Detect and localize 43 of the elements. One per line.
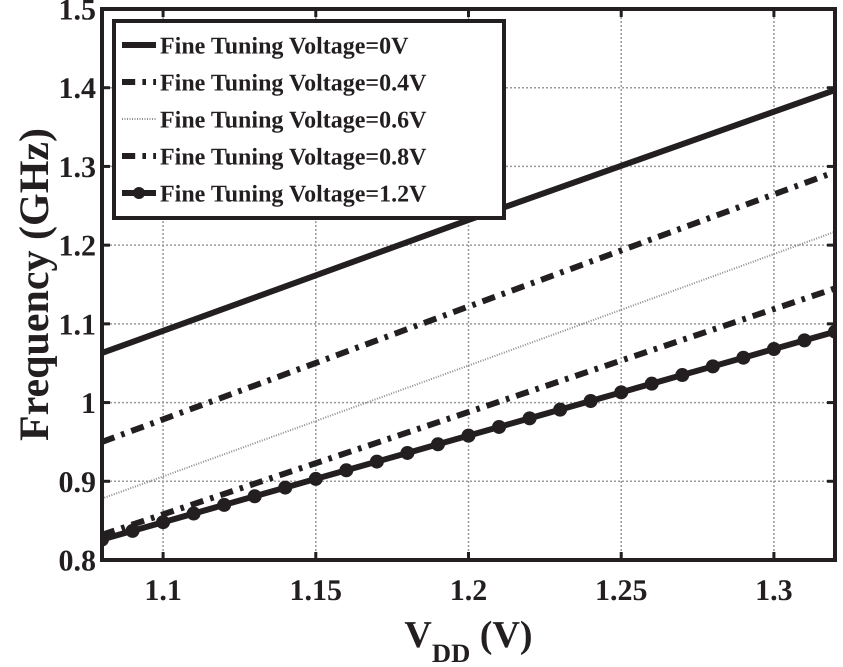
y-tick-label: 1.3: [58, 150, 96, 184]
x-tick-label: 1.25: [594, 574, 648, 607]
point: [614, 385, 628, 400]
legend-label: Fine Tuning Voltage=0.4V: [160, 70, 428, 96]
y-tick-label: 1: [81, 387, 96, 420]
y-axis-title: Frequency (GHz): [12, 128, 58, 441]
x-tick-label: 1.1: [144, 574, 182, 607]
point: [308, 472, 323, 486]
point: [339, 463, 354, 478]
x-tick-label: 1.3: [755, 574, 793, 607]
point: [492, 420, 506, 434]
y-tick-label: 1.4: [58, 72, 96, 106]
x-tick-label: 1.2: [450, 574, 488, 607]
point: [766, 342, 781, 356]
x-axis-title: V$_{DD}$ (V): [404, 614, 533, 667]
point: [736, 350, 750, 365]
point: [278, 480, 292, 495]
point: [430, 437, 445, 452]
legend-label: Fine Tuning Voltage=1.2V: [160, 181, 428, 208]
y-tick-label: 1.2: [58, 230, 96, 263]
point: [462, 428, 476, 443]
point: [706, 359, 720, 374]
point: [217, 498, 232, 512]
y-tick-label: 1.5: [58, 0, 96, 26]
point: [186, 506, 201, 521]
legend-label: Fine Tuning Voltage=0.8V: [160, 144, 428, 170]
y-tick-label: 0.9: [58, 466, 96, 499]
point: [370, 454, 384, 469]
point: [584, 394, 598, 408]
y-tick-label: 1.1: [58, 308, 96, 342]
legend-label: Fine Tuning Voltage=0.6V: [160, 107, 428, 134]
point: [248, 489, 262, 504]
point: [156, 515, 170, 530]
point: [522, 411, 537, 426]
point: [675, 368, 690, 382]
point: [797, 333, 812, 348]
legend-label: Fine Tuning Voltage=0V: [160, 33, 410, 60]
point: [400, 446, 414, 460]
x-tick-label: 1.15: [290, 574, 342, 607]
point: [644, 376, 659, 391]
point: [553, 402, 568, 417]
y-tick-label: 0.8: [58, 544, 96, 578]
point: [126, 524, 140, 538]
